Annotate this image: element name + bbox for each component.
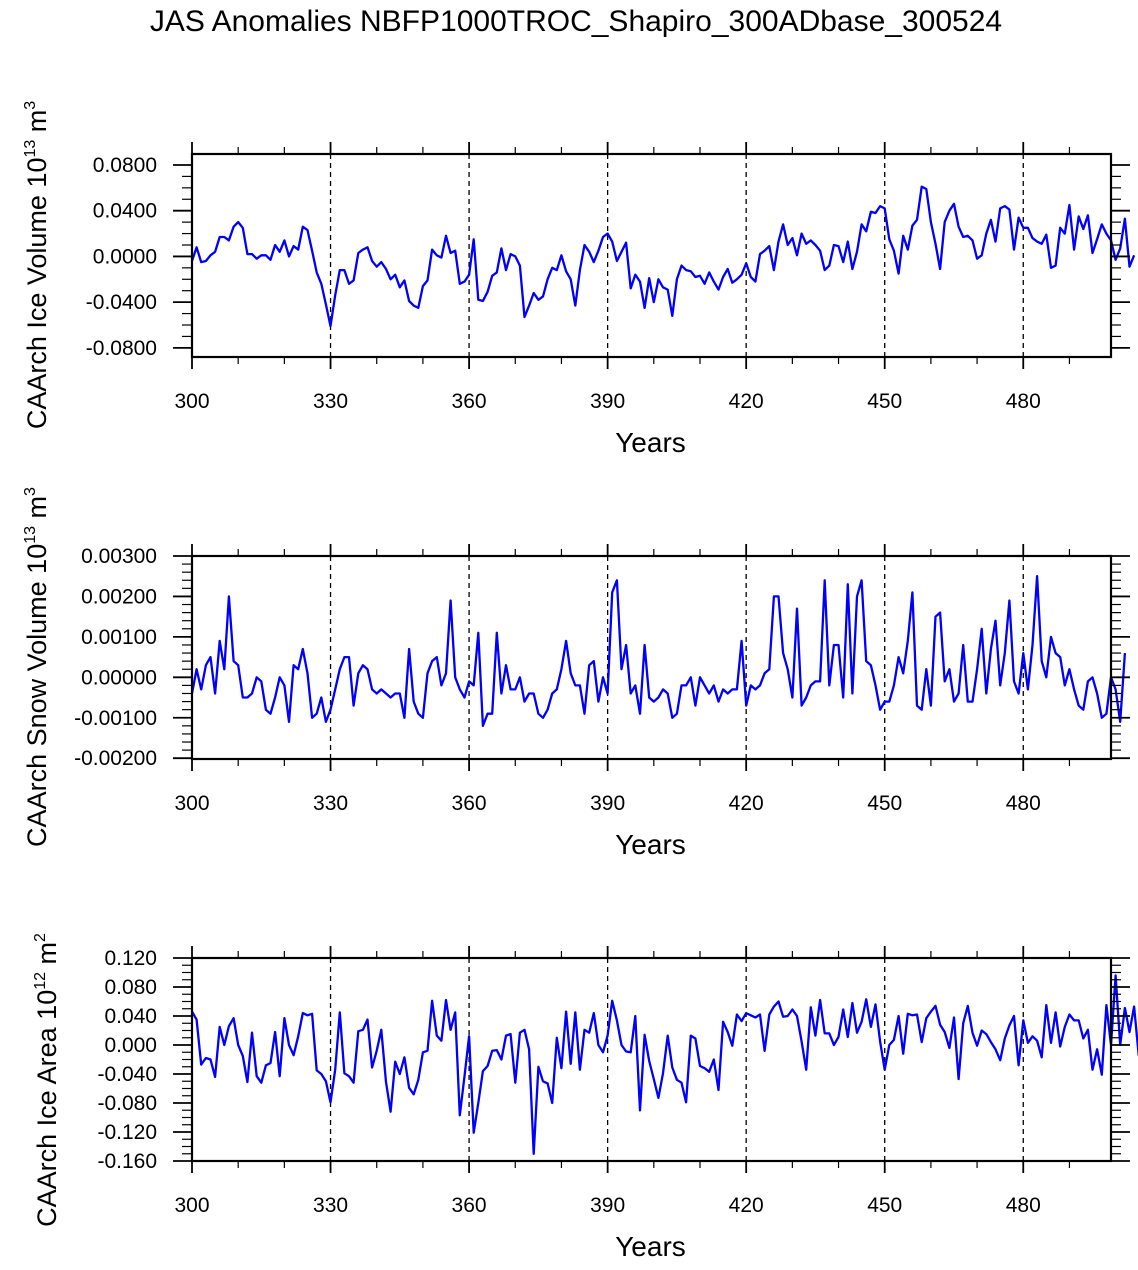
y-tick-label: -0.080 (97, 1092, 157, 1115)
y-axis-title-text: CAArch Snow Volume 10 (22, 544, 52, 847)
figure-title: JAS Anomalies NBFP1000TROC_Shapiro_300AD… (150, 5, 1002, 38)
y-tick-label: 0.120 (104, 947, 157, 970)
y-axis-title-exponent: 13 (22, 140, 39, 158)
y-tick-label: 0.040 (104, 1005, 157, 1028)
y-tick-label: 0.00300 (81, 545, 157, 568)
y-axis-title-unit: m (32, 942, 62, 972)
y-tick-label: -0.160 (97, 1150, 157, 1173)
x-tick-label: 300 (174, 1194, 209, 1217)
data-series-line (190, 185, 1136, 328)
y-tick-label: 0.0400 (93, 200, 157, 223)
x-tick-label: 480 (1006, 1194, 1041, 1217)
x-tick-label: 330 (313, 792, 348, 815)
x-tick-label: 480 (1006, 792, 1041, 815)
plot-frame (190, 152, 1113, 359)
y-tick-label: 0.00000 (81, 666, 157, 689)
y-axis-title-text: CAArch Ice Volume 10 (22, 158, 52, 430)
y-tick-label: 0.00100 (81, 626, 157, 649)
panel-ice-area: 300 330 360 390 420 450 480 0.120 0.080 0.040 0.00… (32, 933, 1138, 1262)
x-axis-title: Years (615, 829, 686, 860)
x-tick-label: 450 (867, 390, 902, 413)
data-series-line (190, 575, 1127, 727)
y-tick-label: -0.0400 (86, 291, 157, 314)
y-tick-label: -0.120 (97, 1121, 157, 1144)
y-tick-label: -0.00200 (74, 747, 157, 770)
panel-ice-volume: 300 330 360 390 420 450 480 0.0800 0.0400 0.0000 -… (22, 101, 1136, 458)
y-axis-title-unit-exponent: 3 (22, 101, 39, 110)
y-axis-title-text: CAArch Ice Area 10 (32, 990, 62, 1227)
x-tick-label: 360 (452, 1194, 487, 1217)
y-tick-label: 0.080 (104, 976, 157, 999)
y-axis-title-unit: m (22, 110, 52, 140)
y-tick-label: 0.000 (104, 1034, 157, 1057)
x-tick-label: 420 (729, 792, 764, 815)
x-tick-label: 330 (313, 1194, 348, 1217)
x-tick-label: 390 (590, 792, 625, 815)
x-tick-label: 420 (729, 390, 764, 413)
x-tick-label: 300 (174, 390, 209, 413)
y-tick-label: -0.0800 (86, 337, 157, 360)
x-tick-label: 360 (452, 792, 487, 815)
plot-frame (190, 956, 1113, 1163)
x-tick-label: 450 (867, 1194, 902, 1217)
y-axis-title: CAArch Snow Volume 1013 m3 (22, 487, 52, 847)
y-axis-title-unit-exponent: 3 (22, 487, 39, 496)
y-axis-title-exponent: 13 (22, 526, 39, 544)
y-tick-label: -0.040 (97, 1063, 157, 1086)
x-tick-label: 330 (313, 390, 348, 413)
y-tick-label: 0.00200 (81, 585, 157, 608)
y-tick-label: 0.0800 (93, 154, 157, 177)
x-tick-label: 390 (590, 1194, 625, 1217)
x-tick-label: 300 (174, 792, 209, 815)
x-tick-label: 450 (867, 792, 902, 815)
x-tick-label: 360 (452, 390, 487, 413)
x-axis-title: Years (615, 427, 686, 458)
y-axis-title-unit-exponent: 2 (32, 933, 49, 942)
y-tick-label: 0.0000 (93, 245, 157, 268)
panel-snow-volume: 300 330 360 390 420 450 480 0.00300 0.00200 0.001… (22, 487, 1130, 860)
x-tick-label: 420 (729, 1194, 764, 1217)
x-tick-label: 390 (590, 390, 625, 413)
y-axis-title: CAArch Ice Volume 1013 m3 (22, 101, 52, 429)
y-tick-label: -0.00100 (74, 707, 157, 730)
y-axis-title-unit: m (22, 496, 52, 526)
x-tick-label: 480 (1006, 390, 1041, 413)
plot-frame (190, 554, 1113, 761)
y-axis-title-exponent: 12 (32, 972, 49, 990)
x-axis-title: Years (615, 1231, 686, 1262)
y-axis-title: CAArch Ice Area 1012 m2 (32, 933, 62, 1227)
data-series-line (191, 974, 1138, 1155)
